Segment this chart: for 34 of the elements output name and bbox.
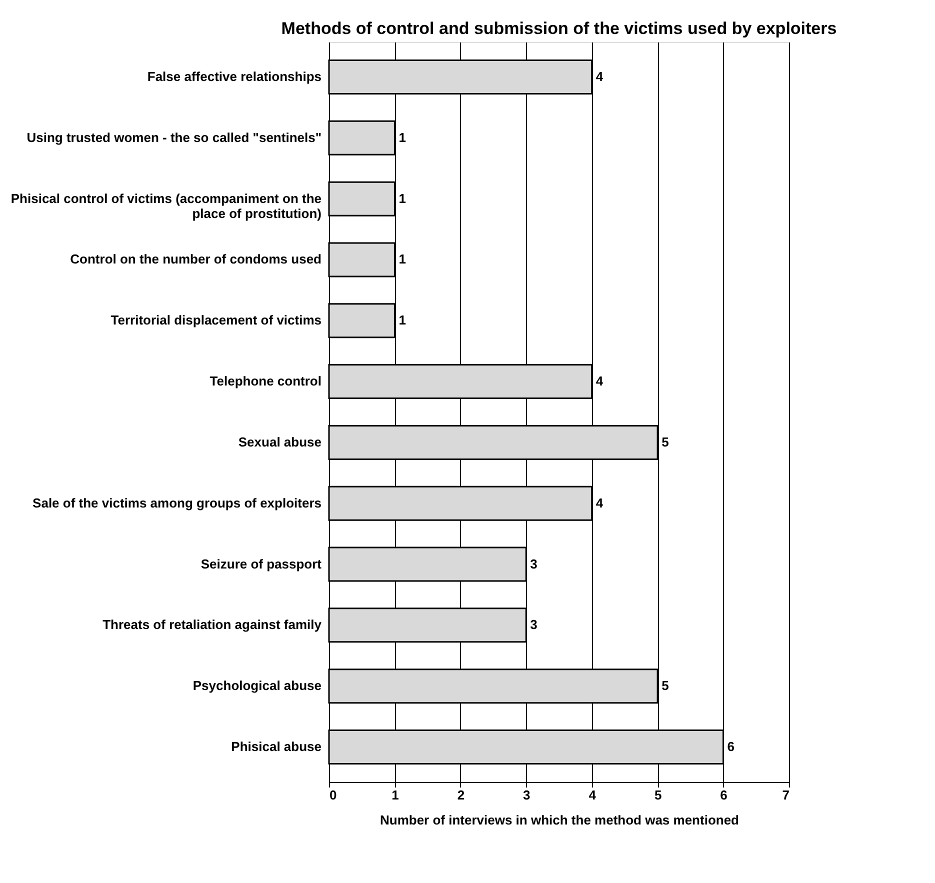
data-label: 6 — [727, 738, 735, 754]
y-tick-label: Using trusted women - the so called "sentinels" — [26, 130, 322, 145]
data-label: 3 — [530, 617, 538, 632]
x-tick-label: 1 — [392, 788, 399, 802]
data-label: 1 — [398, 190, 406, 206]
x-tick-label: 3 — [523, 788, 530, 802]
y-tick-label: Control on the number of condoms used — [70, 252, 322, 267]
data-label: 5 — [662, 434, 669, 450]
x-tick-label: 7 — [782, 788, 790, 802]
y-tick-label: Sale of the victims among groups of exploiters — [32, 495, 322, 510]
data-label: 1 — [398, 130, 406, 145]
y-tick-label: Telephone control — [210, 374, 322, 389]
x-tick-label: 4 — [588, 788, 597, 802]
data-label: 4 — [596, 374, 604, 389]
x-tick-label: 2 — [457, 788, 465, 802]
data-label: 1 — [398, 252, 406, 267]
data-label: 5 — [662, 678, 669, 694]
y-tick-label: Sexual abuse — [238, 434, 322, 450]
chart-title: Methods of control and submission of the victims used by exploiters — [281, 19, 837, 38]
x-axis-title: Number of interviews in which the method was mentioned — [380, 812, 740, 828]
data-label: 4 — [596, 495, 604, 510]
y-tick-label: Psychological abuse — [192, 678, 322, 694]
data-label: 3 — [530, 556, 538, 572]
y-tick-label: Seizure of passport — [200, 556, 322, 572]
y-tick-label: Phisical control of victims (accompaniment on the place of prostitution) — [10, 190, 322, 221]
data-label: 4 — [596, 69, 604, 84]
y-tick-label: False affective relationships — [147, 69, 322, 84]
y-tick-label: Threats of retaliation against family — [102, 617, 322, 632]
x-tick-label: 0 — [330, 788, 337, 802]
x-tick-label: 5 — [654, 788, 662, 802]
data-label: 1 — [398, 312, 406, 328]
y-tick-label: Phisical abuse — [231, 738, 322, 754]
y-tick-label: Territorial displacement of victims — [110, 312, 322, 328]
x-tick-label: 6 — [720, 788, 728, 802]
